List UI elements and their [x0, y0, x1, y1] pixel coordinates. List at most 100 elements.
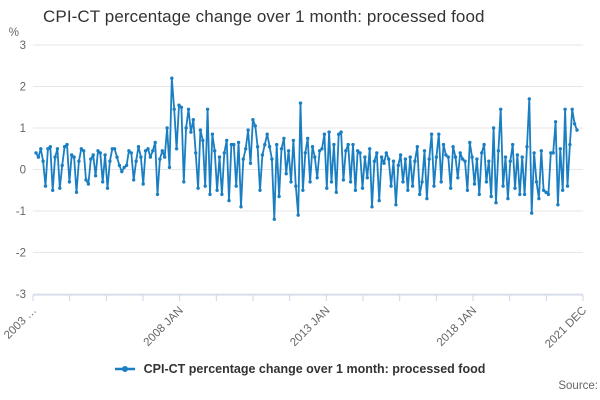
data-point-marker[interactable]: [93, 174, 98, 178]
data-point-marker[interactable]: [65, 142, 69, 147]
data-point-marker[interactable]: [232, 142, 236, 147]
data-point-marker[interactable]: [458, 151, 462, 155]
data-point-marker[interactable]: [120, 169, 124, 174]
data-point-marker[interactable]: [158, 157, 162, 161]
data-point-marker[interactable]: [108, 159, 112, 163]
data-point-marker[interactable]: [272, 217, 276, 221]
data-point-marker[interactable]: [286, 149, 291, 153]
data-point-marker[interactable]: [84, 178, 88, 182]
data-point-marker[interactable]: [401, 180, 405, 184]
data-point-marker[interactable]: [282, 136, 286, 141]
data-point-marker[interactable]: [434, 155, 439, 159]
data-point-marker[interactable]: [127, 149, 131, 153]
data-point-marker[interactable]: [427, 157, 431, 161]
data-point-marker[interactable]: [451, 145, 455, 149]
data-point-marker[interactable]: [205, 107, 210, 112]
data-point-marker[interactable]: [375, 151, 379, 155]
data-point-marker[interactable]: [136, 145, 141, 149]
data-point-marker[interactable]: [234, 184, 238, 188]
data-point-marker[interactable]: [570, 107, 574, 112]
data-point-marker[interactable]: [358, 151, 362, 155]
data-point-marker[interactable]: [387, 157, 391, 161]
data-point-marker[interactable]: [74, 190, 79, 194]
data-point-marker[interactable]: [541, 188, 546, 192]
data-point-marker[interactable]: [265, 132, 269, 136]
data-point-marker[interactable]: [563, 107, 567, 112]
data-point-marker[interactable]: [222, 151, 226, 155]
data-point-marker[interactable]: [317, 149, 322, 153]
data-point-marker[interactable]: [320, 147, 324, 151]
data-point-marker[interactable]: [446, 155, 450, 159]
data-point-marker[interactable]: [432, 184, 436, 188]
data-point-marker[interactable]: [277, 194, 281, 199]
data-point-marker[interactable]: [227, 198, 231, 203]
data-point-marker[interactable]: [296, 213, 300, 217]
data-point-marker[interactable]: [103, 153, 107, 157]
data-point-marker[interactable]: [391, 159, 396, 163]
data-point-marker[interactable]: [172, 107, 176, 112]
data-point-marker[interactable]: [241, 157, 245, 161]
data-point-marker[interactable]: [356, 149, 360, 153]
data-point-marker[interactable]: [51, 188, 55, 192]
data-point-marker[interactable]: [225, 138, 229, 143]
data-point-marker[interactable]: [568, 142, 572, 147]
data-point-marker[interactable]: [410, 184, 415, 188]
data-point-marker[interactable]: [425, 196, 429, 201]
data-point-marker[interactable]: [236, 140, 241, 145]
data-point-marker[interactable]: [210, 132, 215, 136]
data-point-marker[interactable]: [572, 122, 577, 126]
data-point-marker[interactable]: [60, 163, 64, 168]
data-point-marker[interactable]: [182, 180, 186, 184]
data-point-marker[interactable]: [348, 180, 353, 184]
data-point-marker[interactable]: [363, 155, 367, 159]
data-point-marker[interactable]: [368, 147, 372, 151]
data-point-marker[interactable]: [160, 149, 164, 153]
data-point-marker[interactable]: [208, 192, 212, 197]
data-point-marker[interactable]: [513, 186, 517, 190]
data-point-marker[interactable]: [70, 153, 74, 157]
data-point-marker[interactable]: [191, 118, 195, 122]
data-point-marker[interactable]: [468, 140, 472, 145]
data-point-marker[interactable]: [215, 188, 219, 192]
data-point-marker[interactable]: [532, 151, 536, 155]
data-point-marker[interactable]: [244, 147, 248, 151]
data-point-marker[interactable]: [34, 151, 38, 155]
data-point-marker[interactable]: [518, 192, 522, 197]
data-point-marker[interactable]: [475, 157, 479, 161]
data-point-marker[interactable]: [491, 126, 496, 130]
data-point-marker[interactable]: [308, 180, 312, 184]
data-point-marker[interactable]: [170, 76, 174, 80]
data-point-marker[interactable]: [553, 120, 558, 124]
data-point-marker[interactable]: [499, 107, 503, 112]
legend-item[interactable]: CPI-CT percentage change over 1 month: p…: [114, 362, 485, 376]
data-point-marker[interactable]: [155, 192, 160, 197]
data-point-marker[interactable]: [441, 142, 446, 147]
data-point-marker[interactable]: [558, 147, 562, 151]
data-point-marker[interactable]: [360, 186, 365, 190]
data-point-marker[interactable]: [203, 184, 207, 188]
data-point-marker[interactable]: [437, 132, 441, 136]
data-point-marker[interactable]: [77, 159, 81, 163]
data-point-marker[interactable]: [472, 182, 477, 186]
data-point-marker[interactable]: [313, 155, 317, 159]
data-point-marker[interactable]: [67, 180, 72, 184]
data-point-marker[interactable]: [301, 188, 305, 192]
data-point-marker[interactable]: [41, 159, 45, 163]
data-point-marker[interactable]: [325, 186, 329, 190]
data-point-marker[interactable]: [213, 149, 217, 153]
data-point-marker[interactable]: [396, 163, 400, 168]
data-point-marker[interactable]: [112, 147, 117, 151]
data-point-marker[interactable]: [267, 145, 272, 149]
data-point-marker[interactable]: [429, 132, 434, 136]
data-point-marker[interactable]: [167, 165, 172, 170]
data-point-marker[interactable]: [406, 188, 410, 192]
data-point-marker[interactable]: [398, 153, 403, 157]
data-point-marker[interactable]: [258, 188, 262, 192]
data-point-marker[interactable]: [384, 151, 388, 155]
data-point-marker[interactable]: [346, 142, 350, 147]
data-point-marker[interactable]: [153, 140, 157, 145]
data-point-marker[interactable]: [89, 157, 93, 161]
data-point-marker[interactable]: [420, 180, 424, 184]
data-point-marker[interactable]: [546, 192, 551, 197]
data-point-marker[interactable]: [508, 159, 512, 163]
